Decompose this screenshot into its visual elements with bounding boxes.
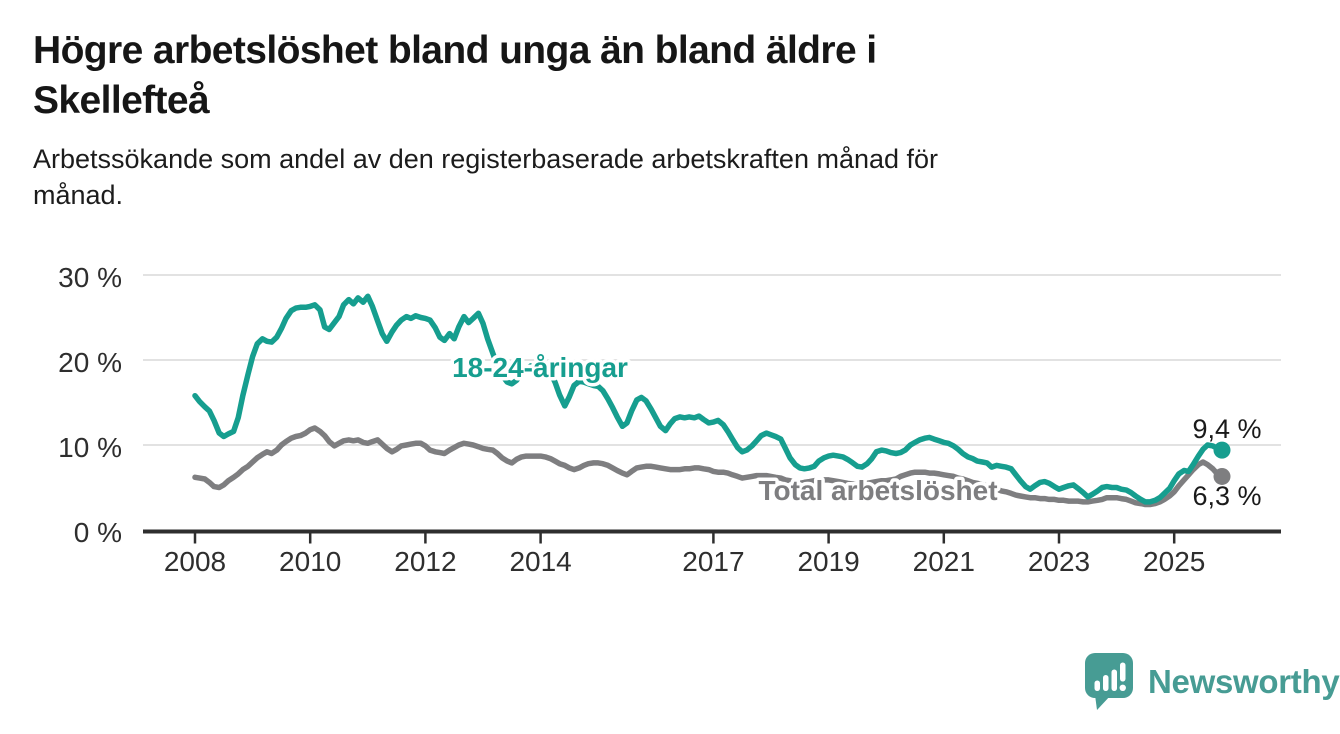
x-axis-label-2019: 2019 — [797, 546, 859, 577]
x-axis-label-2014: 2014 — [509, 546, 571, 577]
title-line-1: Högre arbetslöshet bland unga än bland ä… — [33, 29, 877, 72]
x-axis-label-2023: 2023 — [1028, 546, 1090, 577]
subtitle-line-2: månad. — [33, 180, 124, 210]
newsworthy-logo-text: Newsworthy — [1148, 663, 1340, 700]
series-label-total: Total arbetslöshet — [758, 475, 997, 506]
x-axis-label-2025: 2025 — [1143, 546, 1205, 577]
end-value-label-youth: 9,4 % — [1192, 414, 1261, 444]
end-dot-youth — [1213, 441, 1231, 459]
x-axis-label-2010: 2010 — [279, 546, 341, 577]
end-value-label-total: 6,3 % — [1192, 481, 1261, 511]
page-title: Högre arbetslöshet bland unga än bland ä… — [33, 26, 1313, 126]
page-subtitle: Arbetssökande som andel av den registerb… — [33, 141, 1313, 213]
series-line-youth — [192, 293, 1225, 505]
end-dot-total — [1213, 467, 1231, 485]
y-axis-label-20: 20 % — [58, 347, 122, 378]
x-axis-label-2012: 2012 — [394, 546, 456, 577]
y-axis-label-10: 10 % — [58, 432, 122, 463]
newsworthy-logo: Newsworthy — [1084, 652, 1340, 712]
speech-bubble-bar-chart-icon — [1085, 653, 1133, 710]
x-axis-label-2021: 2021 — [913, 546, 975, 577]
chart-header: Högre arbetslöshet bland unga än bland ä… — [33, 0, 1313, 213]
subtitle-line-1: Arbetssökande som andel av den registerb… — [33, 144, 939, 174]
title-line-2: Skellefteå — [33, 79, 210, 122]
series-line-total — [192, 425, 1225, 508]
x-axis-label-2017: 2017 — [682, 546, 744, 577]
x-axis-label-2008: 2008 — [164, 546, 226, 577]
series-label-youth: 18-24-åringar — [452, 352, 628, 383]
y-axis-label-0: 0 % — [74, 517, 122, 548]
y-axis-label-30: 30 % — [58, 262, 122, 293]
